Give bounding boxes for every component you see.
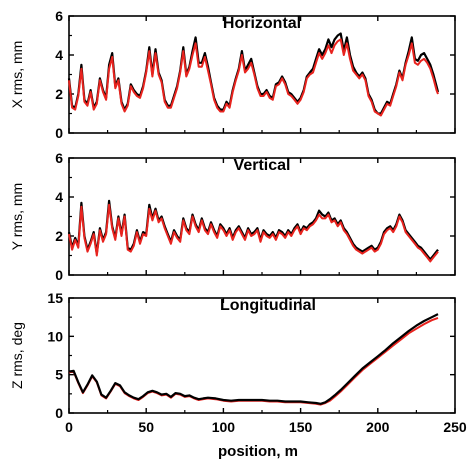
y-tick-label: 2 — [55, 86, 63, 102]
series-line-2 — [68, 203, 439, 263]
y-tick-label: 4 — [55, 189, 63, 205]
y-tick-label: 0 — [55, 405, 63, 421]
series-line-1 — [67, 199, 439, 261]
x-axis-label: position, m — [218, 443, 298, 460]
x-tick-label: 200 — [366, 419, 390, 435]
panel-title: Vertical — [234, 157, 291, 174]
chart-panel-1: 0 2 4 6 Horizontal X rms, mm — [9, 8, 456, 141]
plot-frame — [68, 15, 456, 134]
y-tick-label: 0 — [55, 267, 63, 283]
y-tick-label: 15 — [47, 290, 63, 306]
series-line-2 — [68, 313, 439, 405]
y-tick-label: 2 — [55, 228, 63, 244]
chart-panel-2: 0 2 4 6 Vertical Y rms, mm — [9, 150, 456, 283]
panels-group: 0 2 4 6 Horizontal X rms, mm 0 2 4 6 Vertical Y rms… — [9, 8, 467, 435]
y-tick-label: 0 — [55, 125, 63, 141]
series-line-2 — [68, 38, 439, 117]
x-tick-label: 150 — [289, 419, 313, 435]
y-axis-label: X rms, mm — [9, 41, 25, 109]
plot-frame — [68, 157, 456, 276]
y-tick-label: 10 — [47, 328, 63, 344]
panel-title: Longitudinal — [220, 297, 316, 314]
y-tick-label: 6 — [55, 8, 63, 24]
x-tick-label: 50 — [138, 419, 154, 435]
y-tick-label: 4 — [55, 47, 63, 63]
y-axis-label: Z rms, deg — [9, 322, 25, 389]
y-axis-label: Y rms, mm — [9, 183, 25, 250]
y-tick-label: 5 — [55, 367, 63, 383]
y-tick-label: 6 — [55, 150, 63, 166]
panel-title: Horizontal — [223, 15, 301, 32]
x-tick-label: 250 — [443, 419, 467, 435]
x-tick-label: 100 — [212, 419, 236, 435]
x-tick-label: 0 — [65, 419, 73, 435]
